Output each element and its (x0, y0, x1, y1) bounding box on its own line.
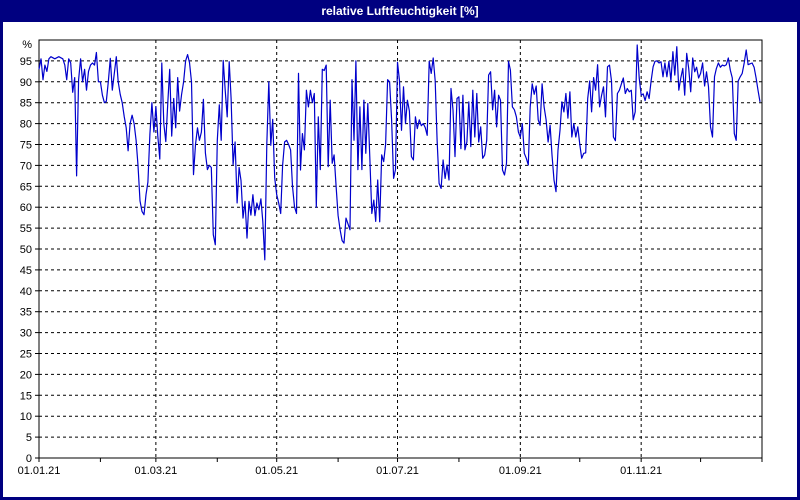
y-tick-label: 75 (20, 140, 32, 152)
series-line (38, 44, 761, 261)
y-tick-label: 65 (20, 181, 32, 193)
y-tick-label: 70 (20, 160, 32, 172)
y-tick-label: 40 (20, 286, 32, 298)
x-tick-label: 01.09.21 (499, 465, 542, 477)
y-tick-label: 15 (20, 390, 32, 402)
y-tick-label: 5 (26, 432, 32, 444)
y-tick-label: 50 (20, 244, 32, 256)
y-tick-label: 35 (20, 307, 32, 319)
title-bar: relative Luftfeuchtigkeit [%] (3, 0, 797, 22)
x-tick-label: 01.01.21 (18, 465, 61, 477)
y-tick-label: 0 (26, 453, 32, 465)
y-tick-label: 10 (20, 411, 32, 423)
y-tick-label: 95 (20, 56, 32, 68)
y-tick-label: 60 (20, 202, 32, 214)
y-tick-label: 30 (20, 328, 32, 340)
x-tick-label: 01.11.21 (620, 465, 662, 477)
y-tick-label: 55 (20, 223, 32, 235)
y-tick-label: 45 (20, 265, 32, 277)
y-axis-unit-label: % (22, 39, 32, 51)
x-tick-label: 01.07.21 (376, 465, 419, 477)
x-tick-label: 01.05.21 (255, 465, 298, 477)
x-tick-label: 01.03.21 (134, 465, 177, 477)
y-tick-label: 85 (20, 98, 32, 110)
y-tick-label: 20 (20, 369, 32, 381)
window-title: relative Luftfeuchtigkeit [%] (321, 4, 479, 18)
y-tick-label: 25 (20, 349, 32, 361)
y-tick-label: 90 (20, 77, 32, 89)
y-tick-label: 80 (20, 119, 32, 131)
